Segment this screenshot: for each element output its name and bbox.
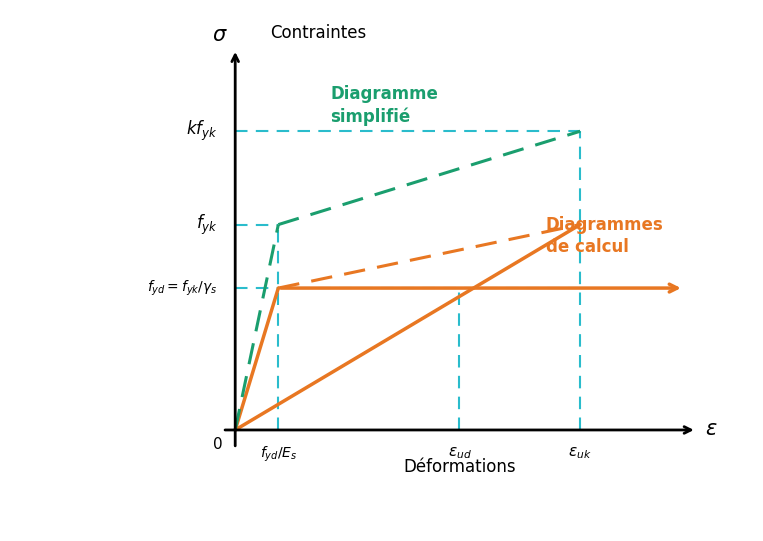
Text: $\varepsilon_{uk}$: $\varepsilon_{uk}$ [568, 445, 592, 460]
Text: $\sigma$: $\sigma$ [212, 27, 228, 45]
Text: $f_{yd} = f_{yk}/\gamma_s$: $f_{yd} = f_{yk}/\gamma_s$ [147, 279, 218, 298]
Text: Diagrammes
de calcul: Diagrammes de calcul [546, 216, 664, 256]
Text: $f_{yk}$: $f_{yk}$ [196, 213, 218, 236]
Text: $f_{yd}/E_s$: $f_{yd}/E_s$ [259, 445, 297, 464]
Text: Contraintes: Contraintes [269, 24, 366, 42]
Text: Déformations: Déformations [403, 458, 516, 476]
Text: $kf_{yk}$: $kf_{yk}$ [186, 119, 218, 143]
Text: $\varepsilon_{ud}$: $\varepsilon_{ud}$ [448, 445, 472, 460]
Text: 0: 0 [213, 438, 223, 452]
Text: $\varepsilon$: $\varepsilon$ [705, 420, 718, 439]
Text: Diagramme
simplifié: Diagramme simplifié [330, 84, 438, 126]
